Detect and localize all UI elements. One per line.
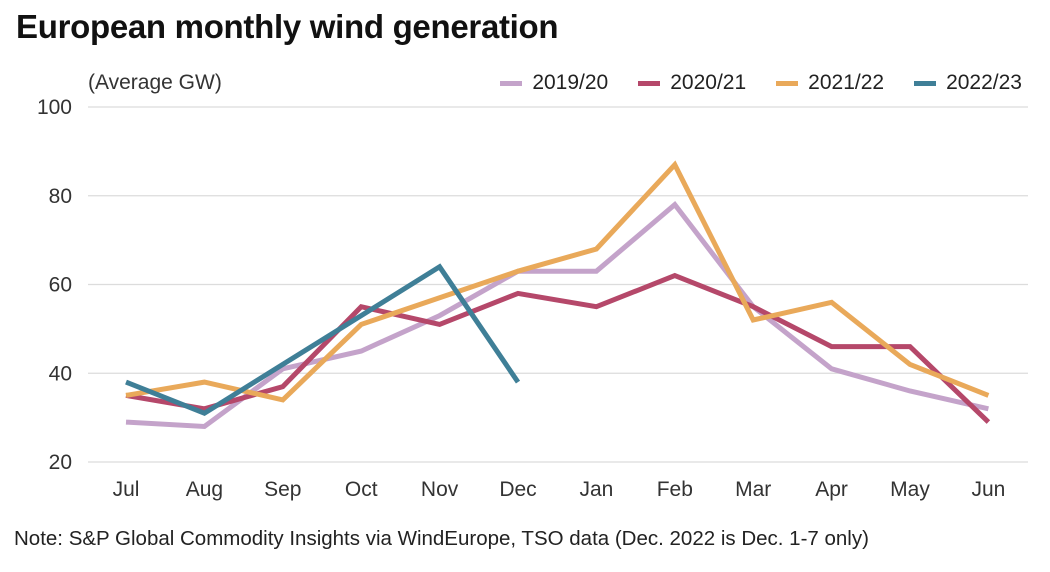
x-tick-label-jun: Jun [971,478,1005,501]
series-line-2022-23 [125,263,521,416]
x-tick-label-aug: Aug [186,478,223,501]
y-tick-label-100: 100 [37,96,72,119]
legend-swatch-2019-20 [500,80,523,86]
x-tick-label-mar: Mar [735,478,771,501]
x-tick-label-nov: Nov [421,478,459,501]
series-line-2020-21 [125,272,991,424]
y-tick-label-60: 60 [49,274,72,297]
x-tick-label-feb: Feb [657,478,693,501]
legend: 2019/20 2020/21 2021/22 2022/23 [500,71,1022,95]
legend-swatch-2021-22 [776,80,799,86]
y-tick-label-20: 20 [49,451,72,474]
legend-item-2022-23: 2022/23 [914,71,1022,95]
series-line-2019-20 [125,200,989,430]
source-note: Note: S&P Global Commodity Insights via … [14,527,869,550]
legend-item-2021-22: 2021/22 [776,71,884,95]
chart-title: European monthly wind generation [16,8,559,45]
legend-label-2020-21: 2020/21 [670,71,747,94]
legend-swatch-2022-23 [914,80,937,86]
legend-item-2019-20: 2019/20 [500,71,608,95]
x-tick-label-apr: Apr [815,478,848,501]
legend-swatch-2020-21 [638,80,661,86]
y-axis-label: (Average GW) [88,71,222,94]
x-tick-label-oct: Oct [345,478,378,501]
legend-label-2021-22: 2021/22 [808,71,885,94]
x-tick-label-jul: Jul [113,478,140,501]
legend-label-2022-23: 2022/23 [946,71,1022,94]
y-tick-label-80: 80 [49,185,72,208]
x-tick-label-sep: Sep [264,478,301,501]
legend-label-2019-20: 2019/20 [532,71,609,94]
legend-item-2020-21: 2020/21 [638,71,746,95]
x-tick-label-dec: Dec [499,478,536,501]
y-tick-label-40: 40 [49,362,72,385]
x-tick-label-may: May [890,478,930,501]
series-line-2021-22 [125,160,990,403]
x-tick-label-jan: Jan [579,478,613,501]
